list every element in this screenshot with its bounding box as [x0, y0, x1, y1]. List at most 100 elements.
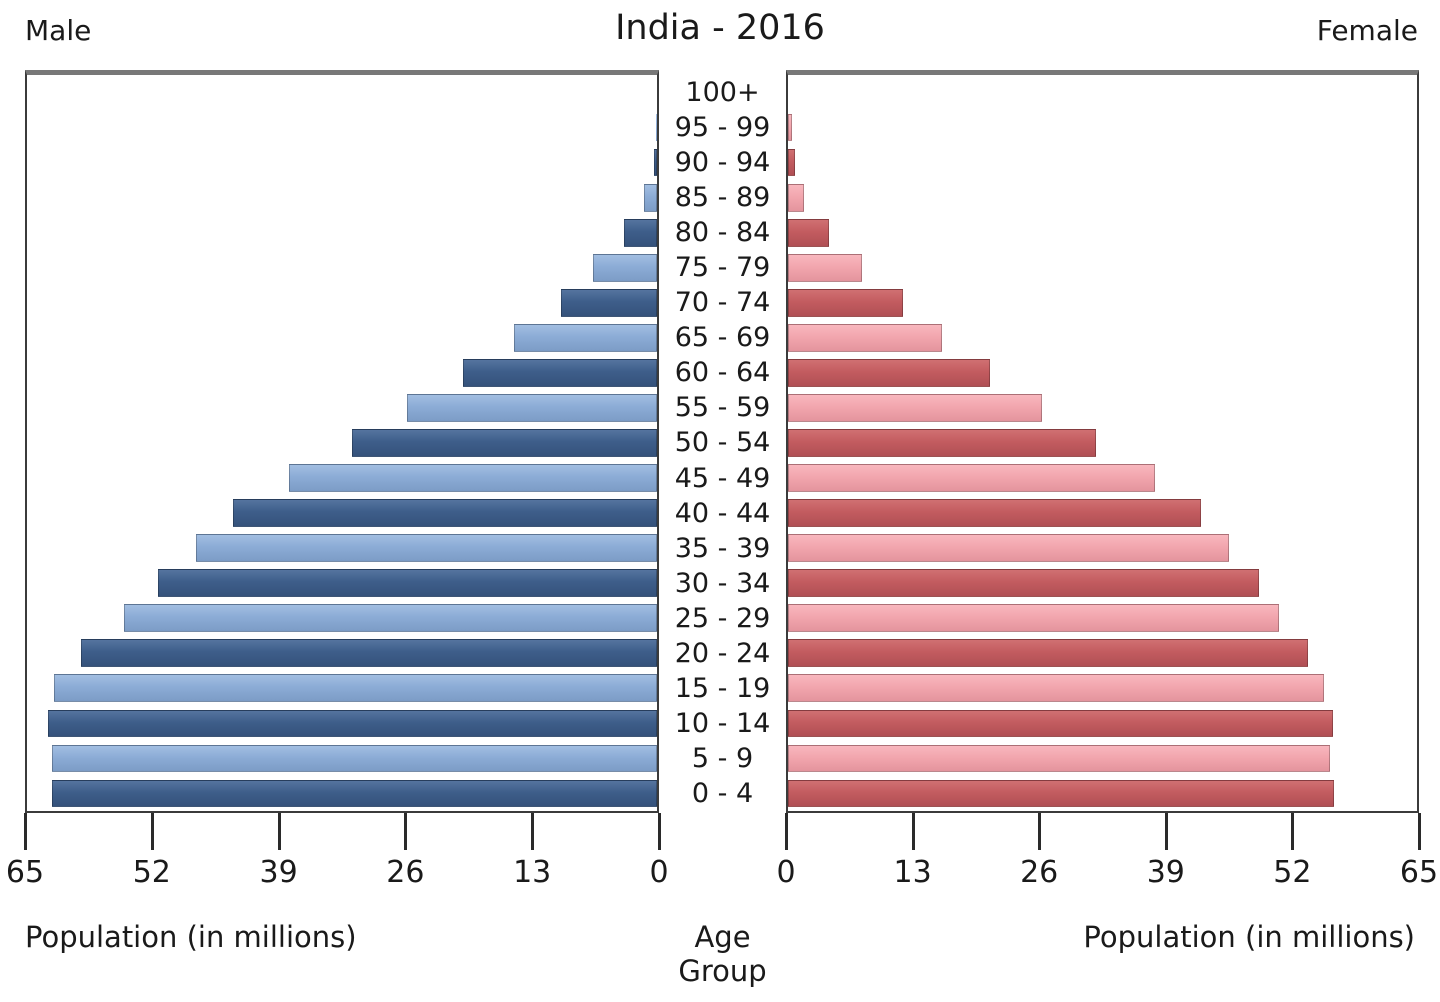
male-row — [27, 531, 657, 566]
axis-tick — [404, 813, 408, 850]
bar-male-75-79 — [593, 253, 657, 282]
axis-tick — [1164, 813, 1168, 850]
axis-tick-label: 39 — [259, 855, 298, 890]
age-label: 70 - 74 — [674, 287, 771, 319]
male-row — [27, 566, 657, 601]
bar-male-90-94 — [654, 148, 657, 177]
male-row — [27, 601, 657, 636]
axis-tick — [150, 813, 154, 850]
axis-tick-label: 52 — [132, 855, 171, 890]
female-row — [788, 776, 1417, 811]
female-panel — [786, 70, 1419, 813]
male-row — [27, 75, 657, 110]
bar-male-5-9 — [52, 744, 657, 773]
bar-male-35-39 — [195, 534, 657, 562]
axis-tick-label: 52 — [1273, 855, 1312, 890]
axis-tick-label: 13 — [893, 855, 932, 890]
age-label: 85 - 89 — [674, 182, 771, 214]
bar-female-75-79 — [788, 253, 862, 282]
axis-tick — [277, 813, 281, 850]
bar-female-10-14 — [788, 709, 1333, 738]
axis-tick-label: 26 — [1020, 855, 1059, 890]
bar-female-20-24 — [788, 639, 1308, 668]
bar-male-85-89 — [644, 183, 657, 212]
age-label: 65 - 69 — [674, 322, 771, 354]
axis-tick — [785, 813, 788, 850]
age-label: 80 - 84 — [674, 217, 771, 249]
age-label: 95 - 99 — [674, 112, 771, 144]
female-row — [788, 601, 1417, 636]
male-row — [27, 425, 657, 460]
male-row — [27, 636, 657, 671]
male-panel — [25, 70, 659, 813]
age-label: 10 - 14 — [674, 707, 771, 739]
female-axis-caption: Population (in millions) — [1083, 920, 1415, 954]
male-row — [27, 706, 657, 741]
bar-female-95-99 — [788, 113, 792, 142]
axis-tick — [24, 813, 27, 850]
female-row — [788, 636, 1417, 671]
bar-male-65-69 — [513, 324, 657, 352]
axis-tick-label: 39 — [1146, 855, 1185, 890]
axis-tick-label: 0 — [776, 855, 796, 890]
age-label: 90 - 94 — [674, 147, 771, 179]
bar-male-30-34 — [157, 569, 657, 598]
bar-female-50-54 — [788, 429, 1096, 457]
age-label: 75 - 79 — [674, 252, 771, 284]
female-row — [788, 215, 1417, 250]
age-label: 45 - 49 — [674, 462, 771, 494]
female-x-axis: 0 13 26 39 52 65 — [776, 813, 1438, 908]
age-label: 30 - 34 — [674, 567, 771, 599]
bar-female-85-89 — [788, 183, 805, 212]
bar-female-80-84 — [788, 218, 829, 247]
female-row — [788, 145, 1417, 180]
bar-male-60-64 — [463, 359, 657, 387]
bar-male-10-14 — [48, 709, 657, 738]
male-row — [27, 776, 657, 811]
male-row — [27, 320, 657, 355]
age-label: 35 - 39 — [674, 532, 771, 564]
bar-male-25-29 — [123, 604, 657, 633]
female-row — [788, 110, 1417, 145]
bar-male-40-44 — [233, 499, 657, 527]
bar-male-95-99 — [656, 113, 657, 142]
age-label: 60 - 64 — [674, 357, 771, 389]
female-row — [788, 425, 1417, 460]
female-row — [788, 566, 1417, 601]
bar-female-60-64 — [788, 359, 991, 387]
axis-tick — [1418, 813, 1421, 850]
male-axis-caption: Population (in millions) — [25, 920, 357, 954]
axis-tick-label: 65 — [1399, 855, 1439, 890]
female-row — [788, 285, 1417, 320]
female-header-label: Female — [1316, 14, 1418, 47]
age-label: 55 - 59 — [674, 392, 771, 424]
female-row — [788, 320, 1417, 355]
age-label: 15 - 19 — [674, 672, 771, 704]
axis-tick-label: 0 — [649, 855, 669, 890]
axis-tick — [1291, 813, 1295, 850]
male-x-axis: 0 13 26 39 52 65 — [6, 813, 669, 908]
bar-male-15-19 — [54, 674, 657, 703]
age-label: 50 - 54 — [674, 427, 771, 459]
bar-female-25-29 — [788, 604, 1279, 633]
bar-female-0-4 — [788, 779, 1334, 808]
male-row — [27, 110, 657, 145]
bar-female-35-39 — [788, 534, 1230, 562]
male-row — [27, 250, 657, 285]
male-row — [27, 461, 657, 496]
male-row — [27, 285, 657, 320]
bar-female-5-9 — [788, 744, 1330, 773]
female-row — [788, 355, 1417, 390]
female-row — [788, 706, 1417, 741]
male-row — [27, 145, 657, 180]
axis-tick-label: 26 — [386, 855, 425, 890]
age-label: 20 - 24 — [674, 637, 771, 669]
bar-male-55-59 — [406, 394, 657, 422]
female-row — [788, 461, 1417, 496]
age-label: 0 - 4 — [691, 777, 754, 809]
bar-female-40-44 — [788, 499, 1202, 527]
age-group-column: 100+ 95 - 99 90 - 94 85 - 89 80 - 84 75 - 79 7… — [659, 75, 786, 811]
female-row — [788, 531, 1417, 566]
bar-female-30-34 — [788, 569, 1260, 598]
bar-female-15-19 — [788, 674, 1325, 703]
